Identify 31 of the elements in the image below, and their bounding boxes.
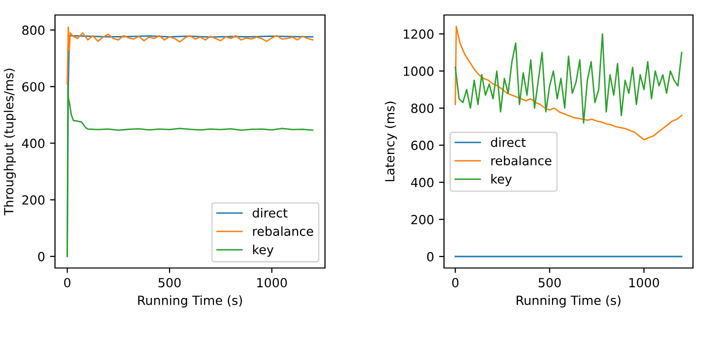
- x-tick-label: 0: [452, 278, 458, 288]
- x-axis-title: Running Time (s): [516, 295, 620, 308]
- legend-label: direct: [490, 137, 526, 148]
- y-tick-label: 200: [22, 195, 44, 205]
- y-tick-label: 600: [22, 82, 44, 92]
- line-series: [454, 33, 682, 124]
- y-tick-label: 400: [411, 178, 434, 188]
- y-axis-title: Throughput (tuples/ms): [4, 68, 16, 216]
- y-tick-label: 0: [38, 252, 44, 262]
- line-series: [66, 83, 314, 258]
- x-tick-label: 0: [64, 278, 70, 288]
- line-series: [66, 26, 314, 84]
- y-axis-title: Latency (ms): [384, 102, 397, 182]
- legend-label: rebalance: [253, 226, 314, 236]
- legend-label: direct: [252, 208, 288, 218]
- legend-label: key: [491, 174, 512, 186]
- legend-label: key: [253, 244, 274, 257]
- y-tick-label: 1200: [404, 29, 434, 39]
- x-tick-label: 500: [158, 278, 181, 288]
- x-axis-title: Running Time (s): [138, 295, 242, 308]
- y-tick-label: 400: [22, 138, 44, 148]
- x-tick-label: 500: [538, 278, 561, 288]
- y-tick-label: 200: [411, 214, 434, 224]
- legend-label: rebalance: [491, 156, 552, 166]
- y-tick-label: 1000: [404, 66, 434, 76]
- y-tick-label: 600: [411, 140, 434, 150]
- x-tick-label: 1000: [257, 278, 287, 288]
- y-tick-label: 800: [22, 25, 44, 35]
- x-tick-label: 1000: [629, 278, 660, 288]
- y-tick-label: 0: [427, 252, 434, 262]
- y-tick-label: 800: [411, 104, 434, 114]
